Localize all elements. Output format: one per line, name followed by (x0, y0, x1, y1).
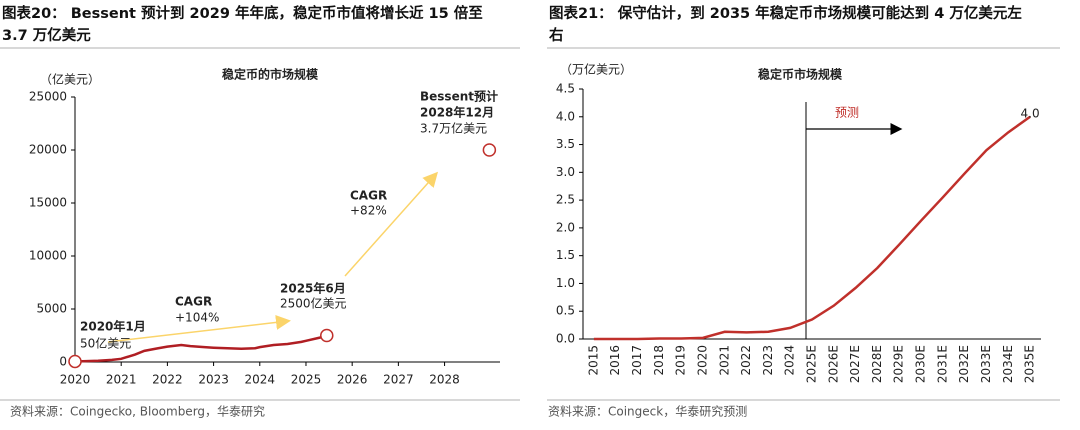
line (593, 115, 1031, 341)
x-tick-label: 2032E (957, 345, 971, 383)
annotation: 2020年1月 (80, 319, 146, 334)
x-tick-label: 2029E (892, 345, 906, 383)
x-tick-label: 2021 (106, 373, 137, 387)
heading: 图表20： Bessent 预计到 2029 年年底，稳定币市值将增长近 15 … (2, 4, 483, 22)
x-tick-label: 2025 (291, 373, 322, 387)
y-tick-label: 20000 (29, 143, 67, 157)
x-tick-label: 2026E (826, 345, 840, 383)
y-tick-label: 2.5 (556, 193, 575, 207)
arrow (107, 314, 291, 343)
x-tick-label: 2027 (383, 373, 414, 387)
y-tick-label: 2.0 (556, 220, 575, 234)
y-tick-label: 0.5 (556, 304, 575, 318)
arrow (344, 171, 438, 277)
annotation: 预测 (835, 106, 859, 120)
data-label: 4.0 (1021, 106, 1040, 120)
annotation: CAGR (350, 189, 387, 203)
marker (68, 354, 82, 369)
x-tick-label: 2017 (630, 345, 644, 376)
source: 资料来源：Coingeck，华泰研究预测 (548, 404, 747, 419)
x-tick-label: 2024 (245, 373, 276, 387)
x-tick-label: 2018 (652, 345, 666, 376)
x-tick-label: 2027E (848, 345, 862, 383)
annotation: +104% (175, 311, 219, 325)
y-tick-label: 0.0 (556, 332, 575, 346)
marker (320, 328, 334, 343)
x-tick-label: 2028E (870, 345, 884, 383)
x-tick-label: 2033E (979, 345, 993, 383)
annotation: +82% (350, 204, 387, 218)
x-tick-label: 2022 (152, 373, 183, 387)
x-tick-label: 2023 (198, 373, 229, 387)
x-tick-label: 2015 (586, 345, 600, 376)
y-tick-label: 5000 (36, 302, 67, 316)
annotation: 3.7万亿美元 (420, 121, 487, 136)
chart-title: 稳定币的市场规模 (222, 67, 319, 82)
heading: 右 (549, 26, 564, 44)
annotation: CAGR (175, 295, 212, 309)
y-tick-label: 3.5 (556, 137, 575, 151)
x-tick-label: 2028 (429, 373, 460, 387)
x-tick-label: 2031E (935, 345, 949, 383)
heading: 3.7 万亿美元 (2, 26, 91, 44)
y-tick-label: 10000 (29, 249, 67, 263)
x-tick-label: 2020 (60, 373, 91, 387)
y-tick-label: 15000 (29, 196, 67, 210)
annotation: 2500亿美元 (280, 296, 347, 311)
x-tick-label: 2034E (1001, 345, 1015, 383)
y-tick-label: 25000 (29, 90, 67, 104)
x-tick-label: 2030E (914, 345, 928, 383)
x-tick-label: 2020 (695, 345, 709, 376)
x-tick-label: 2016 (608, 345, 622, 376)
x-tick-label: 2024 (783, 345, 797, 376)
y-tick-label: 1.5 (556, 248, 575, 262)
annotation: Bessent预计 (420, 89, 498, 104)
chart-title: 稳定币市场规模 (758, 67, 843, 82)
source: 资料来源：Coingecko, Bloomberg，华泰研究 (10, 404, 265, 419)
x-tick-label: 2019 (674, 345, 688, 376)
y-tick-label: 3.0 (556, 165, 575, 179)
x-tick-label: 2022 (739, 345, 753, 376)
annotation: 2028年12月 (420, 105, 494, 120)
x-tick-label: 2023 (761, 345, 775, 376)
x-tick-label: 2026 (337, 373, 368, 387)
x-tick-label: 2021 (717, 345, 731, 376)
annotation: 50亿美元 (80, 336, 131, 351)
y-unit: （亿美元） (40, 72, 100, 87)
line (74, 334, 328, 363)
y-unit: （万亿美元） (560, 62, 632, 77)
y-tick-label: 4.5 (556, 82, 575, 96)
annotation: 2025年6月 (280, 281, 346, 296)
y-tick-label: 0 (59, 355, 67, 369)
y-tick-label: 4.0 (556, 109, 575, 123)
x-tick-label: 2025E (805, 345, 819, 383)
heading: 图表21： 保守估计，到 2035 年稳定币市场规模可能达到 4 万亿美元左 (549, 4, 1022, 22)
marker (482, 143, 497, 157)
y-tick-label: 1.0 (556, 276, 575, 290)
x-tick-label: 2035E (1023, 345, 1037, 383)
